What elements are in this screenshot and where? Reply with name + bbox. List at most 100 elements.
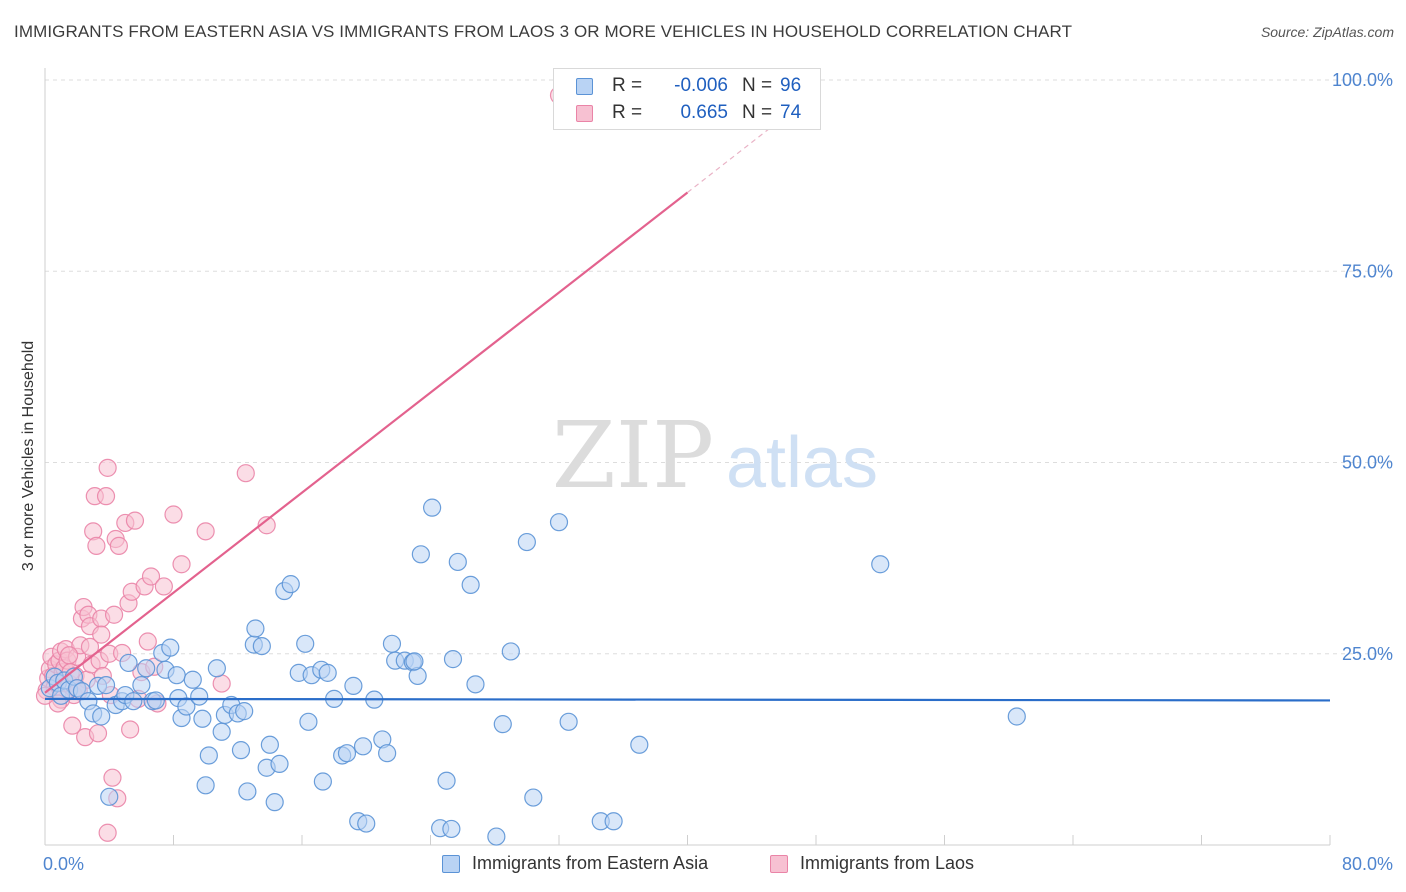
legend-label-laos: Immigrants from Laos — [800, 853, 975, 873]
blue-swatch — [576, 77, 593, 95]
eastern-asia-point — [378, 744, 397, 763]
eastern-asia-point — [207, 659, 226, 678]
eastern-asia-point — [199, 746, 218, 765]
eastern-asia-point — [296, 634, 315, 653]
eastern-asia-point — [493, 715, 512, 734]
eastern-asia-point — [238, 782, 257, 801]
eastern-asia-point — [517, 532, 536, 552]
chart-title: IMMIGRANTS FROM EASTERN ASIA VS IMMIGRAN… — [14, 22, 1073, 41]
eastern-asia-point — [137, 659, 156, 678]
eastern-asia-point — [318, 663, 337, 682]
laos-point — [154, 577, 173, 596]
eastern-asia-point — [246, 619, 265, 638]
watermark-atlas: atlas — [726, 423, 878, 503]
series-legend: Immigrants from Eastern Asia Immigrants … — [0, 853, 1406, 875]
eastern-asia-point — [344, 676, 363, 695]
source-label: Source: ZipAtlas.com — [1260, 24, 1394, 40]
watermark-zip: ZIP — [552, 402, 714, 509]
watermark: ZIP atlas — [552, 402, 878, 509]
r-label: R = — [612, 75, 643, 96]
r-label: R = — [612, 102, 643, 123]
y-tick-label: 50.0% — [1342, 453, 1393, 473]
laos-point — [141, 567, 161, 586]
stats-row-eastern-asia: R = -0.006 N = 96 — [576, 73, 802, 99]
y-tick-label: 100.0% — [1332, 70, 1393, 90]
eastern-asia-point — [193, 709, 212, 728]
eastern-asia-point — [167, 666, 186, 685]
tick-labels: 25.0% 50.0% 75.0% 100.0% 0.0% 80.0% — [43, 70, 1393, 874]
y-tick-label: 25.0% — [1342, 644, 1393, 664]
laos-point — [138, 632, 157, 651]
laos-point — [63, 716, 82, 735]
r-value: -0.006 — [674, 75, 728, 96]
n-label: N = — [742, 102, 773, 123]
laos-trend-line — [44, 191, 689, 694]
laos-point — [88, 724, 108, 743]
eastern-asia-point — [92, 707, 111, 726]
n-value: 74 — [780, 102, 802, 123]
eastern-asia-point — [270, 754, 289, 774]
eastern-asia-point — [337, 744, 357, 763]
eastern-asia-point — [549, 513, 569, 532]
stats-row-laos: R = 0.665 N = 74 — [576, 100, 802, 126]
eastern-asia-point — [524, 788, 543, 807]
eastern-asia-point — [212, 722, 231, 741]
n-label: N = — [742, 75, 773, 96]
eastern-asia-point — [265, 793, 284, 812]
laos-point — [109, 536, 128, 555]
eastern-asia-point — [124, 692, 143, 711]
legend-label-eastern-asia: Immigrants from Eastern Asia — [472, 853, 709, 873]
y-tick-label: 75.0% — [1342, 261, 1393, 281]
laos-point — [104, 605, 124, 624]
eastern-asia-point — [448, 552, 467, 572]
laos-point — [121, 720, 140, 739]
eastern-asia-point — [382, 634, 402, 653]
laos-point — [125, 511, 145, 530]
eastern-asia-point — [100, 787, 119, 806]
eastern-asia-point — [132, 676, 151, 695]
n-value: 96 — [780, 75, 802, 96]
eastern-asia-trend-line — [44, 697, 1331, 702]
eastern-asia-point — [405, 652, 424, 671]
eastern-asia-points — [40, 498, 1026, 846]
eastern-asia-point — [411, 545, 430, 564]
pink-swatch — [770, 854, 788, 873]
eastern-asia-point — [559, 712, 578, 731]
eastern-asia-point — [630, 735, 649, 754]
eastern-asia-point — [442, 819, 461, 839]
laos-point — [257, 516, 276, 535]
eastern-asia-point — [231, 741, 251, 760]
eastern-asia-point — [235, 702, 254, 721]
eastern-asia-point — [353, 737, 373, 756]
blue-swatch — [442, 854, 460, 873]
eastern-asia-point — [96, 676, 116, 695]
eastern-asia-point — [260, 735, 279, 754]
eastern-asia-point — [313, 772, 332, 791]
pink-swatch — [576, 104, 593, 122]
eastern-asia-point — [183, 670, 202, 689]
legend-item-laos[interactable]: Immigrants from Laos — [770, 853, 974, 874]
grid-lines — [45, 79, 1392, 655]
x-tick-label-max: 80.0% — [1342, 854, 1393, 874]
r-value: 0.665 — [680, 102, 728, 123]
eastern-asia-point — [423, 498, 442, 517]
laos-point — [92, 625, 111, 644]
eastern-asia-point — [299, 712, 318, 731]
eastern-asia-point — [252, 636, 271, 656]
laos-point — [196, 522, 215, 541]
legend-item-eastern-asia[interactable]: Immigrants from Eastern Asia — [442, 853, 708, 874]
x-tick-label-min: 0.0% — [43, 854, 84, 874]
eastern-asia-point — [161, 638, 180, 657]
eastern-asia-point — [196, 776, 215, 795]
laos-point — [87, 536, 106, 555]
eastern-asia-point — [487, 827, 506, 846]
laos-point — [236, 464, 255, 483]
trend-lines — [44, 91, 1331, 702]
eastern-asia-point — [604, 812, 623, 831]
laos-point — [164, 505, 183, 524]
laos-point — [59, 646, 79, 665]
eastern-asia-point — [461, 575, 480, 595]
laos-point — [80, 637, 100, 656]
laos-point — [96, 487, 116, 506]
